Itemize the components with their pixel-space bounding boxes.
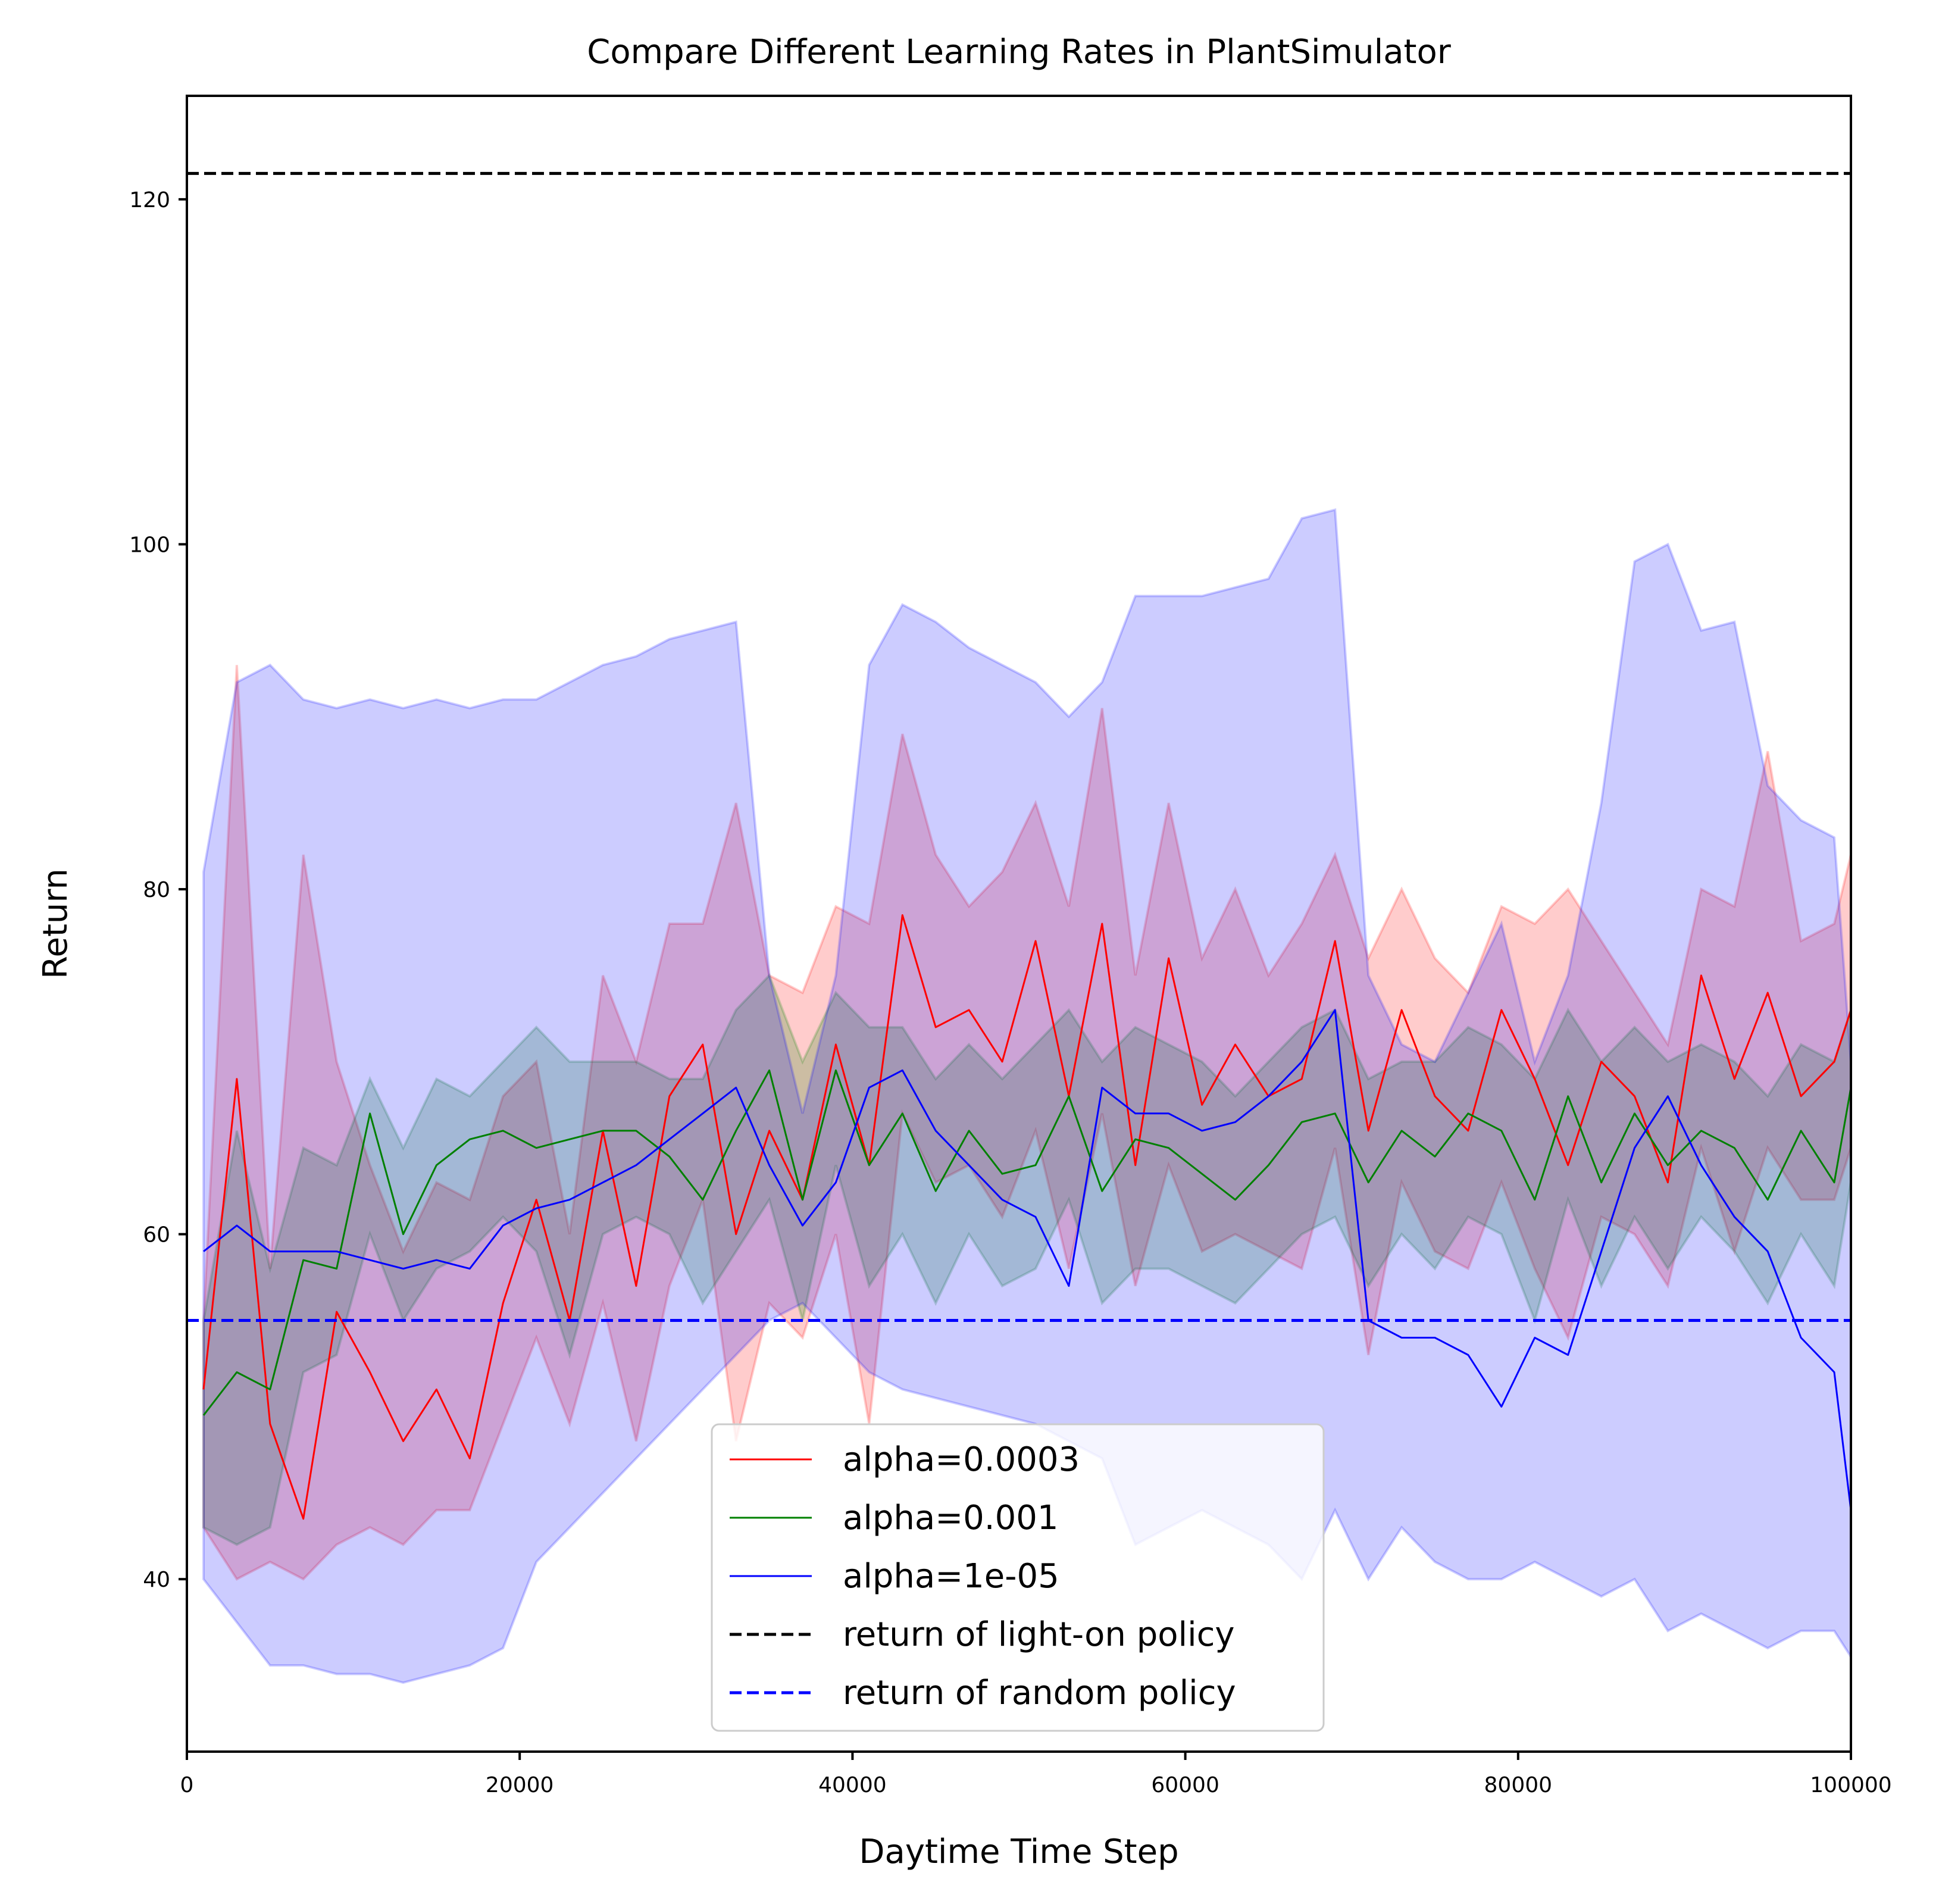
x-tick-label: 60000 <box>1151 1773 1219 1797</box>
legend: alpha=0.0003 alpha=0.001 alpha=1e-05 return… <box>711 1423 1325 1732</box>
x-tick-label: 40000 <box>818 1773 887 1797</box>
y-axis-label: Return <box>36 868 75 979</box>
series-lines <box>202 914 1852 1520</box>
y-tick-label: 60 <box>143 1223 170 1248</box>
legend-box <box>711 1423 1325 1732</box>
x-tick-label: 20000 <box>486 1773 554 1797</box>
legend-label: alpha=0.0003 <box>843 1440 1080 1479</box>
chart-title: Compare Different Learning Rates in Plan… <box>587 33 1452 71</box>
x-tick-label: 100000 <box>1810 1773 1891 1797</box>
plot-frame <box>186 95 1852 1753</box>
y-tick-label: 100 <box>129 533 170 557</box>
x-axis-ticks: 0 20000 40000 60000 80000 100000 <box>180 1752 1892 1797</box>
confidence-bands <box>202 508 1852 1684</box>
line-alpha-0-0003 <box>202 914 1852 1520</box>
y-axis-ticks: 40 60 80 100 120 <box>129 188 187 1592</box>
legend-label: return of random policy <box>843 1674 1236 1712</box>
legend-label: return of light-on policy <box>843 1615 1235 1654</box>
y-tick-label: 40 <box>143 1568 170 1592</box>
legend-label: alpha=1e-05 <box>843 1557 1059 1596</box>
line-alpha-1e-05 <box>203 1009 1852 1511</box>
line-alpha-0-001 <box>202 1069 1852 1416</box>
reference-lines <box>187 171 1851 1323</box>
y-tick-label: 120 <box>129 188 170 212</box>
x-axis-label: Daytime Time Step <box>859 1833 1178 1871</box>
x-tick-label: 80000 <box>1484 1773 1553 1797</box>
legend-label: alpha=0.001 <box>843 1499 1058 1537</box>
y-tick-label: 80 <box>143 878 170 902</box>
x-tick-label: 0 <box>180 1773 194 1797</box>
